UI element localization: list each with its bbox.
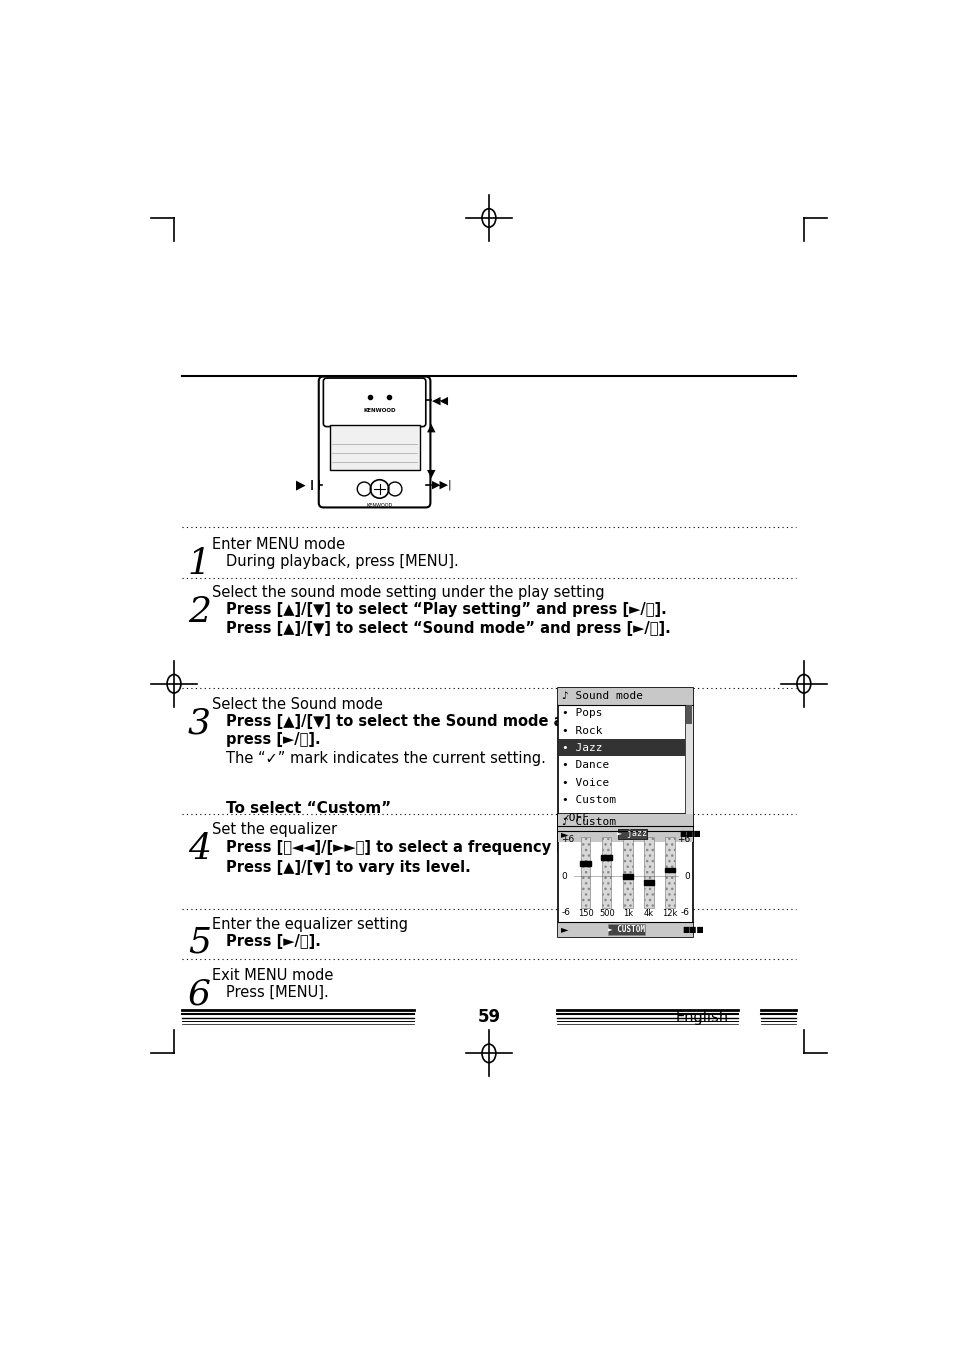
- Text: Select the Sound mode: Select the Sound mode: [213, 697, 383, 712]
- Text: 500: 500: [598, 910, 614, 918]
- Text: ▶: ▶: [296, 478, 306, 492]
- Text: 4: 4: [188, 833, 211, 867]
- Text: ■■■: ■■■: [679, 830, 700, 838]
- Bar: [622, 837, 632, 907]
- Text: English: English: [676, 1010, 728, 1025]
- Text: 0: 0: [560, 872, 566, 880]
- Text: ► CUSTOM: ► CUSTOM: [608, 925, 644, 934]
- Text: KENWOOD: KENWOOD: [366, 504, 393, 508]
- Text: 1k: 1k: [622, 910, 632, 918]
- Text: The “✓” mark indicates the current setting.: The “✓” mark indicates the current setti…: [225, 750, 545, 766]
- Text: Press [▲]/[▼] to vary its level.: Press [▲]/[▼] to vary its level.: [225, 860, 470, 875]
- FancyBboxPatch shape: [323, 378, 425, 427]
- Bar: [685, 704, 692, 724]
- Text: -6: -6: [560, 909, 570, 917]
- Text: ■■■: ■■■: [681, 925, 703, 934]
- Text: press [►/⏸].: press [►/⏸].: [225, 733, 320, 747]
- Text: 1: 1: [188, 547, 211, 581]
- Bar: [558, 739, 684, 756]
- Text: Enter the equalizer setting: Enter the equalizer setting: [213, 917, 408, 932]
- Bar: [329, 425, 419, 470]
- Bar: [558, 826, 692, 842]
- Text: ► jazz: ► jazz: [617, 830, 646, 838]
- Text: • Jazz: • Jazz: [561, 743, 602, 753]
- Text: 59: 59: [476, 1009, 500, 1026]
- Text: Select the sound mode setting under the play setting: Select the sound mode setting under the …: [213, 585, 604, 600]
- Text: Press [▲]/[▼] to select “Sound mode” and press [►/⏸].: Press [▲]/[▼] to select “Sound mode” and…: [225, 620, 670, 635]
- Text: ▼: ▼: [427, 468, 436, 478]
- Text: +6: +6: [676, 835, 689, 845]
- Bar: [608, 923, 644, 934]
- Text: ♪ Custom: ♪ Custom: [561, 818, 616, 827]
- Text: 5: 5: [188, 926, 211, 960]
- Text: ►: ►: [560, 925, 568, 934]
- Bar: [558, 814, 692, 831]
- Bar: [643, 837, 653, 907]
- Text: During playback, press [MENU].: During playback, press [MENU].: [225, 554, 457, 570]
- Bar: [579, 861, 591, 867]
- Text: Press [▲]/[▼] to select “Play setting” and press [►/⏸].: Press [▲]/[▼] to select “Play setting” a…: [225, 603, 665, 617]
- Bar: [580, 837, 590, 907]
- Text: ✓OFF: ✓OFF: [561, 812, 588, 822]
- Bar: [643, 880, 654, 886]
- Text: ❙❙: ❙❙: [308, 481, 324, 490]
- FancyBboxPatch shape: [318, 376, 430, 508]
- Text: -6: -6: [680, 909, 689, 917]
- Text: ◀◀: ◀◀: [432, 395, 449, 405]
- Text: 3: 3: [188, 705, 211, 741]
- Text: Press [▲]/[▼] to select the Sound mode and: Press [▲]/[▼] to select the Sound mode a…: [225, 714, 583, 728]
- Bar: [600, 856, 612, 860]
- Text: 2: 2: [188, 596, 211, 630]
- Text: To select “Custom”: To select “Custom”: [225, 800, 391, 816]
- Text: 4k: 4k: [643, 910, 654, 918]
- Text: • Pops: • Pops: [561, 708, 602, 718]
- Bar: [684, 704, 692, 826]
- Text: 0: 0: [683, 872, 689, 880]
- Bar: [617, 829, 646, 839]
- Bar: [558, 922, 692, 937]
- Text: ►: ►: [560, 829, 568, 839]
- Text: Exit MENU mode: Exit MENU mode: [213, 968, 334, 983]
- Text: Enter MENU mode: Enter MENU mode: [213, 536, 345, 551]
- Bar: [558, 688, 692, 704]
- Bar: [664, 868, 675, 872]
- Text: Press [►/⏸].: Press [►/⏸].: [225, 934, 320, 949]
- Text: 6: 6: [188, 978, 211, 1011]
- Text: • Voice: • Voice: [561, 777, 609, 788]
- Text: • Dance: • Dance: [561, 761, 609, 770]
- Text: 12k: 12k: [661, 910, 677, 918]
- Bar: [558, 688, 692, 842]
- Bar: [622, 873, 633, 879]
- Text: KENWOOD: KENWOOD: [363, 408, 395, 413]
- Text: • Custom: • Custom: [561, 795, 616, 806]
- Text: Set the equalizer: Set the equalizer: [213, 822, 337, 837]
- Bar: [601, 837, 611, 907]
- Text: ▲: ▲: [427, 422, 436, 432]
- Text: ♪ Sound mode: ♪ Sound mode: [561, 691, 642, 701]
- Text: ▶▶|: ▶▶|: [432, 479, 452, 490]
- Text: +6: +6: [560, 835, 574, 845]
- Text: Press [⏮◄◄]/[►►⏭] to select a frequency band.: Press [⏮◄◄]/[►►⏭] to select a frequency …: [225, 839, 602, 856]
- Text: Press [MENU].: Press [MENU].: [225, 984, 328, 999]
- Text: 150: 150: [578, 910, 593, 918]
- Text: • Rock: • Rock: [561, 726, 602, 735]
- Bar: [665, 837, 674, 907]
- Bar: [558, 814, 692, 937]
